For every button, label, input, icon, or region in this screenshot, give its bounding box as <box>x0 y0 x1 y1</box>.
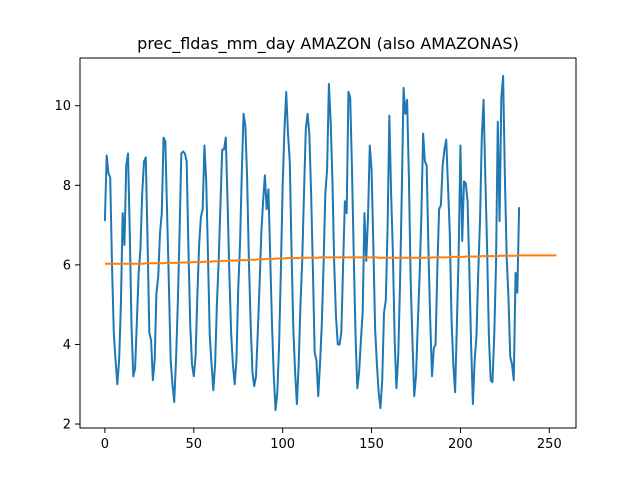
x-tick-label: 0 <box>101 437 109 452</box>
y-tick-label: 4 <box>63 338 71 353</box>
y-tick-label: 2 <box>63 418 71 433</box>
axis-layer: 0 50 100 150 200 250 2 4 6 8 10 <box>54 99 561 452</box>
x-tick-label: 100 <box>270 437 295 452</box>
series-layer <box>103 74 557 412</box>
x-tick-label: 150 <box>359 437 384 452</box>
series-line-1 <box>103 74 521 412</box>
y-tick-label: 6 <box>63 258 71 273</box>
chart-title: prec_fldas_mm_day AMAZON (also AMAZONAS) <box>137 34 519 54</box>
series-line-2 <box>104 254 557 265</box>
y-tick-label: 8 <box>63 179 71 194</box>
x-tick-label: 250 <box>537 437 562 452</box>
plot-frame <box>79 57 577 429</box>
y-tick-label: 10 <box>54 99 71 114</box>
x-tick-label: 200 <box>448 437 473 452</box>
x-tick-label: 50 <box>186 437 203 452</box>
